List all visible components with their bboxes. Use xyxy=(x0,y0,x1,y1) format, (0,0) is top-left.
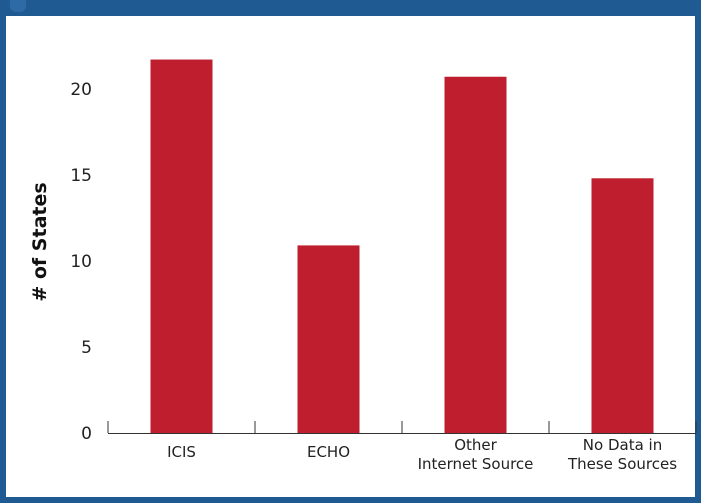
y-tick-label: 15 xyxy=(70,166,92,186)
header-fragment xyxy=(10,0,26,12)
y-axis-label: # of States xyxy=(29,182,51,301)
chart-header-bar xyxy=(0,0,701,16)
bar-3 xyxy=(444,76,507,434)
y-tick-label: 0 xyxy=(81,424,92,444)
x-tick-label: ECHO xyxy=(307,443,350,461)
x-tick-label: ICIS xyxy=(167,443,196,461)
x-tick-label: No Data in xyxy=(583,436,662,454)
y-tick-label: 20 xyxy=(70,80,92,100)
bar-1 xyxy=(150,59,213,434)
bar-2 xyxy=(297,245,360,433)
x-tick-label: These Sources xyxy=(567,455,677,473)
x-tick-label: Other xyxy=(454,436,497,454)
bar-4 xyxy=(591,178,654,433)
x-tick-label: Internet Source xyxy=(418,455,534,473)
y-tick-label: 10 xyxy=(70,252,92,272)
y-tick-label: 5 xyxy=(81,338,92,358)
